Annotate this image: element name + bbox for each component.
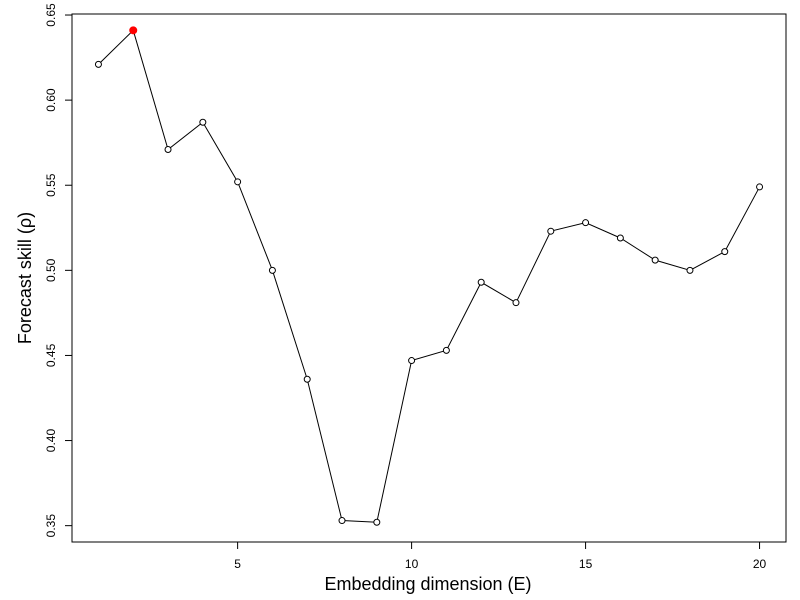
y-tick-label: 0.45 xyxy=(44,343,58,367)
x-tick-label: 20 xyxy=(753,557,767,571)
data-point xyxy=(268,266,276,274)
x-tick-label: 10 xyxy=(405,557,419,571)
y-axis: 0.35 0.40 0.45 0.50 0.55 0.60 0.65 Forecast sk… xyxy=(15,3,72,537)
x-axis: 5 10 15 20 Embedding dimension (E) xyxy=(234,542,767,594)
data-point xyxy=(512,299,520,307)
highlight-point xyxy=(129,26,138,35)
data-point xyxy=(338,517,346,525)
data-point xyxy=(547,227,555,235)
y-tick-label: 0.55 xyxy=(44,173,58,197)
data-point xyxy=(686,266,694,274)
data-point xyxy=(303,375,311,383)
data-point xyxy=(756,183,764,191)
data-point xyxy=(442,346,450,354)
series-points xyxy=(94,26,764,526)
data-point xyxy=(651,256,659,264)
data-point xyxy=(721,248,729,256)
data-point xyxy=(477,278,485,286)
y-axis-title: Forecast skill (ρ) xyxy=(15,212,35,344)
data-point xyxy=(234,178,242,186)
data-point xyxy=(408,357,416,365)
y-tick-label: 0.50 xyxy=(44,258,58,282)
data-point xyxy=(373,518,381,526)
data-point xyxy=(94,60,102,68)
data-point xyxy=(164,145,172,153)
x-axis-title: Embedding dimension (E) xyxy=(324,574,531,594)
y-tick-label: 0.65 xyxy=(44,3,58,27)
x-ticks: 5 10 15 20 xyxy=(234,542,767,571)
y-ticks: 0.35 0.40 0.45 0.50 0.55 0.60 0.65 xyxy=(44,3,72,537)
y-tick-label: 0.40 xyxy=(44,429,58,453)
y-tick-label: 0.35 xyxy=(44,514,58,538)
series-line xyxy=(98,29,761,523)
plot-frame xyxy=(71,13,787,543)
data-point xyxy=(616,234,624,242)
data-point xyxy=(199,118,207,126)
series-group xyxy=(94,26,764,526)
y-tick-label: 0.60 xyxy=(44,88,58,112)
x-tick-label: 5 xyxy=(234,557,241,571)
x-tick-label: 15 xyxy=(579,557,593,571)
data-point xyxy=(582,219,590,227)
